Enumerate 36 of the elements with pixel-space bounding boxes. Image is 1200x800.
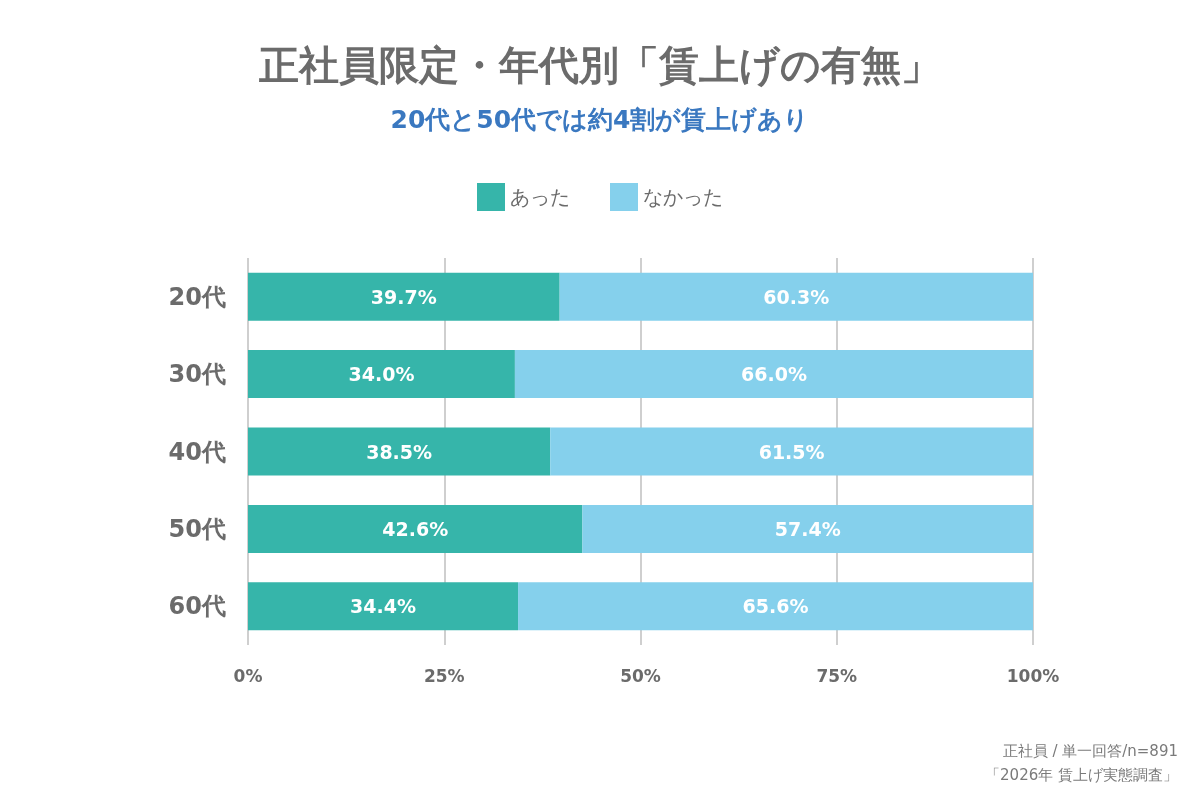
bar <box>248 272 560 321</box>
bar <box>559 272 1033 321</box>
x-tick-label: 0% <box>233 665 263 686</box>
x-tick-label: 100% <box>1006 665 1060 686</box>
chart-subtitle: 20代と50代では約4割が賃上げあり <box>390 105 810 134</box>
bar <box>582 504 1033 553</box>
data-label: 60.3% <box>763 285 830 308</box>
data-label: 38.5% <box>366 440 433 463</box>
x-tick-label: 25% <box>423 665 465 686</box>
bar <box>248 350 515 399</box>
x-tick-label: 50% <box>620 665 661 686</box>
bar <box>248 504 583 553</box>
y-tick-label: 30代 <box>168 360 226 389</box>
data-label: 66.0% <box>740 363 807 386</box>
bar <box>550 427 1033 476</box>
y-tick-label: 60代 <box>168 592 226 621</box>
bar <box>248 582 519 631</box>
legend-label: なかった <box>643 185 723 209</box>
y-tick-label: 50代 <box>168 514 226 543</box>
y-tick-label: 40代 <box>168 437 226 466</box>
chart-title: 正社員限定・年代別「賃上げの有無」 <box>258 42 941 88</box>
legend-label: あった <box>510 185 570 209</box>
bar <box>518 582 1033 631</box>
data-label: 34.0% <box>348 363 415 386</box>
data-label: 65.6% <box>742 595 809 618</box>
data-label: 39.7% <box>370 285 437 308</box>
text: 「2026年 賃上げ実態調査」 <box>985 765 1178 784</box>
bar <box>248 427 551 476</box>
y-tick-label: 20代 <box>168 282 226 311</box>
x-tick-label: 75% <box>816 665 858 686</box>
data-label: 57.4% <box>774 517 841 540</box>
text: 正社員 / 単一回答/n=891 <box>1002 741 1178 760</box>
data-label: 61.5% <box>758 440 825 463</box>
data-label: 34.4% <box>350 595 416 618</box>
data-label: 42.6% <box>382 517 449 540</box>
bar <box>514 350 1033 399</box>
